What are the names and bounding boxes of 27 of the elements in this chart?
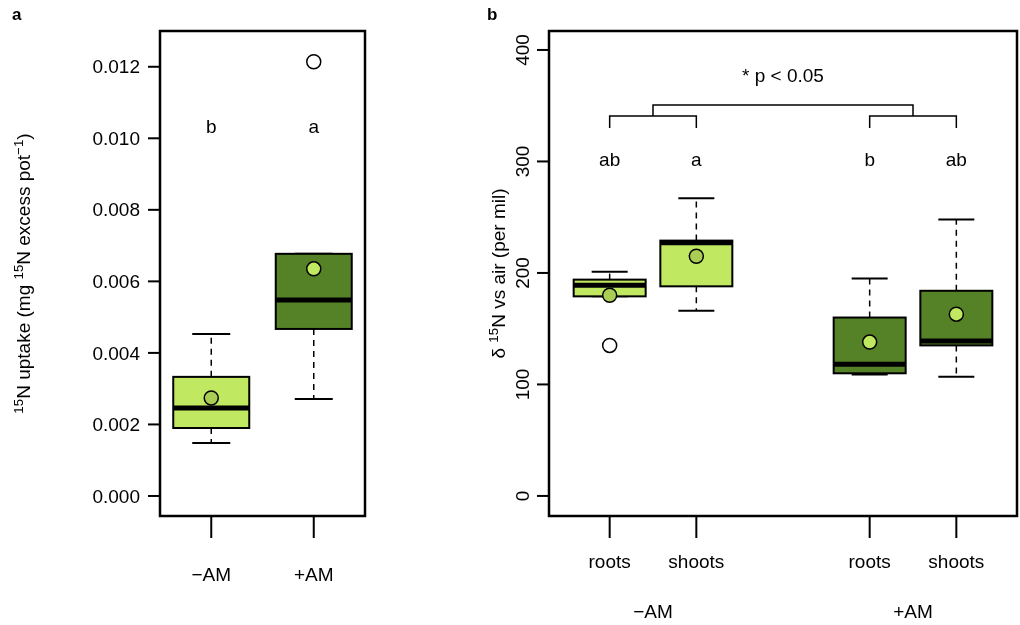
annotation: a: [308, 116, 320, 137]
annotation: ab: [945, 149, 967, 170]
annotation: b: [864, 149, 875, 170]
y-tick-label: 0.004: [92, 342, 141, 364]
chart-title: b: [487, 5, 498, 24]
y-tick-label: 0: [512, 490, 533, 502]
y-tick-label: 0.002: [92, 414, 140, 436]
x-tick-label: roots: [588, 551, 631, 572]
y-tick-label: 0.006: [92, 271, 140, 293]
annotation: * p < 0.05: [742, 65, 824, 86]
annotation: b: [205, 116, 217, 137]
text: −AM: [633, 601, 673, 622]
y-tick-label: 0.012: [92, 56, 140, 78]
y-tick-label: 0.010: [92, 127, 140, 149]
x-tick-label: roots: [848, 551, 891, 572]
x-tick-label: shoots: [668, 551, 725, 572]
y-tick-label: 0.008: [92, 199, 140, 221]
x-tick-label: shoots: [928, 551, 985, 572]
y-tick-label: 100: [512, 368, 533, 401]
text: a: [12, 5, 22, 24]
text: +AM: [893, 601, 933, 622]
y-tick-label: 400: [512, 34, 533, 66]
y-tick-label: 0.000: [92, 485, 140, 507]
annotation: a: [691, 149, 703, 170]
y-tick-label: 200: [512, 257, 533, 289]
annotation: ab: [599, 149, 621, 170]
y-tick-label: 300: [512, 145, 533, 178]
